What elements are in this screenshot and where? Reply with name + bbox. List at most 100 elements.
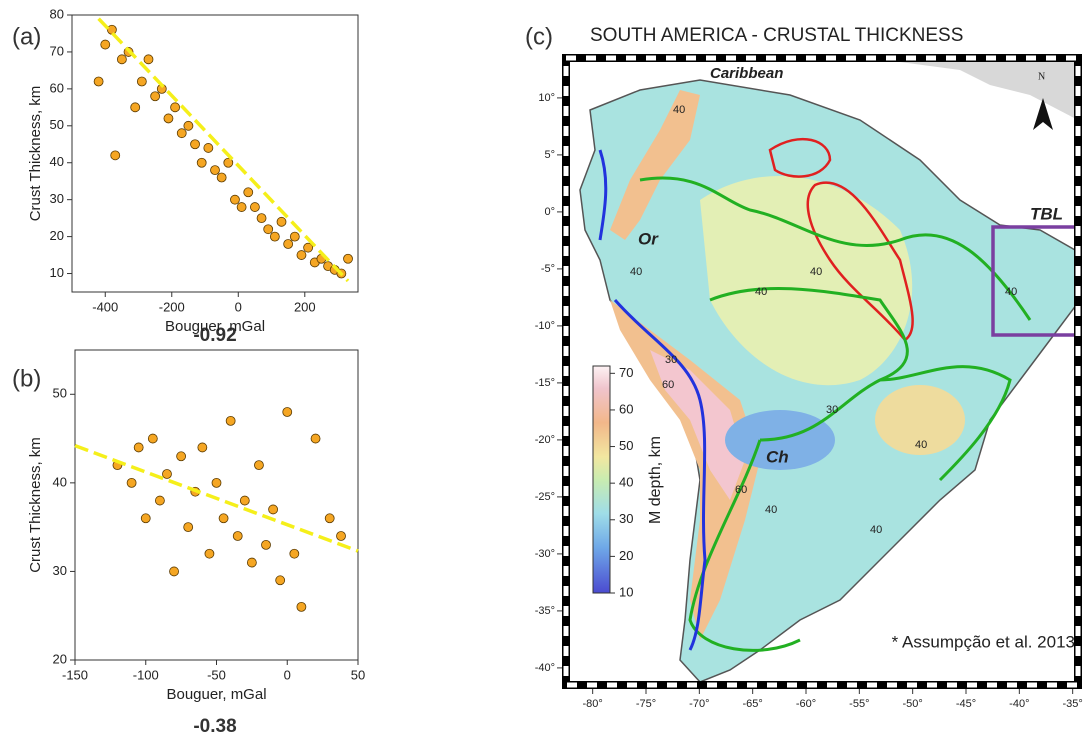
point [126,477,137,488]
map-label: TBL [1030,204,1063,223]
y-tick-label: 70 [50,43,64,58]
point [147,433,158,444]
point [116,54,127,65]
point [150,91,161,102]
x-tick-label: -150 [62,667,88,682]
contour-label: 30 [665,354,677,366]
point [169,566,179,577]
point [236,202,247,212]
y-tick-label: 20 [53,651,67,666]
map-label: Caribbean [710,65,783,82]
correlation: -0.38 [193,716,236,737]
trend-line [74,444,359,553]
point [289,548,300,559]
point [140,513,151,524]
map-area [562,54,1082,689]
point [204,548,215,559]
colorbar-tick-label: 20 [619,548,633,563]
point [246,557,257,568]
x-tick-label: -35° [1063,698,1083,710]
point [303,242,314,253]
contour-label: 40 [755,286,767,298]
contour-label: 40 [810,266,822,278]
y-tick-label: -5° [541,263,555,275]
point [154,495,165,506]
blue-outline [598,149,707,651]
point [263,224,274,235]
point [250,202,260,212]
y-tick-label: -35° [535,605,555,617]
colorbar-tick-label: 40 [619,475,633,490]
y-tick-label: 10 [50,265,64,280]
panel-label: (b) [12,365,41,392]
y-tick-label: 60 [50,80,64,95]
colorbar-tick-label: 30 [619,511,633,526]
x-tick-label: 0 [235,299,242,314]
citation: * Assumpção et al. 2013 [892,632,1075,651]
x-tick-label: 200 [294,299,316,314]
craton-region [700,176,913,386]
contour-label: 40 [915,439,927,451]
point [289,231,300,242]
x-tick-label: -60° [796,698,816,710]
y-tick-label: 10° [538,92,555,104]
point [336,531,346,541]
y-tick-label: -40° [535,662,555,674]
y-tick-label: 40 [50,154,64,169]
andes-high [650,350,745,500]
contour-label: 40 [765,504,777,516]
contour-label: 60 [735,484,747,496]
point [275,575,286,586]
point [176,451,187,462]
x-tick-label: -400 [92,299,118,314]
y-tick-label: 80 [50,6,64,21]
point [162,469,172,479]
y-tick-label: -10° [535,320,555,332]
map-label: Or [638,229,659,248]
chaco-low [725,410,835,470]
point [296,250,307,260]
x-axis-label: Bouguer, mGal [166,686,266,703]
y-axis-label: Crust Thickness, km [27,437,44,573]
x-tick-label: -40° [1009,698,1029,710]
point [100,39,111,50]
map-frame-pattern [563,55,1081,688]
map-label: N [1038,71,1045,82]
point [170,102,180,113]
point [218,513,229,524]
point [343,253,353,264]
y-tick-label: 30 [50,191,64,206]
point [225,415,236,426]
map-title: SOUTH AMERICA - CRUSTAL THICKNESS [590,25,963,46]
y-tick-label: 0° [544,206,555,218]
x-tick-label: -75° [636,698,656,710]
point [223,157,234,168]
point [283,239,294,249]
point [110,150,121,161]
point [133,442,144,453]
point [243,187,254,198]
point [136,76,147,87]
point [211,477,222,488]
x-tick-label: -80° [583,698,603,710]
y-tick-label: -25° [535,491,555,503]
point [210,165,220,176]
point [269,231,280,242]
y-tick-label: 50 [50,117,64,132]
plot-frame [74,349,359,661]
point [93,76,104,87]
x-tick-label: -45° [956,698,976,710]
contour-label: 30 [826,404,838,416]
point [143,54,154,65]
map-label: Ch [766,447,789,466]
point [296,601,307,612]
point [276,216,287,227]
point [216,172,227,183]
colorbar-tick-label: 70 [619,365,633,380]
green-boundaries [639,176,1032,652]
y-tick-label: -30° [535,548,555,560]
point [261,539,271,550]
point [232,531,243,541]
y-tick-label: 5° [544,149,555,161]
